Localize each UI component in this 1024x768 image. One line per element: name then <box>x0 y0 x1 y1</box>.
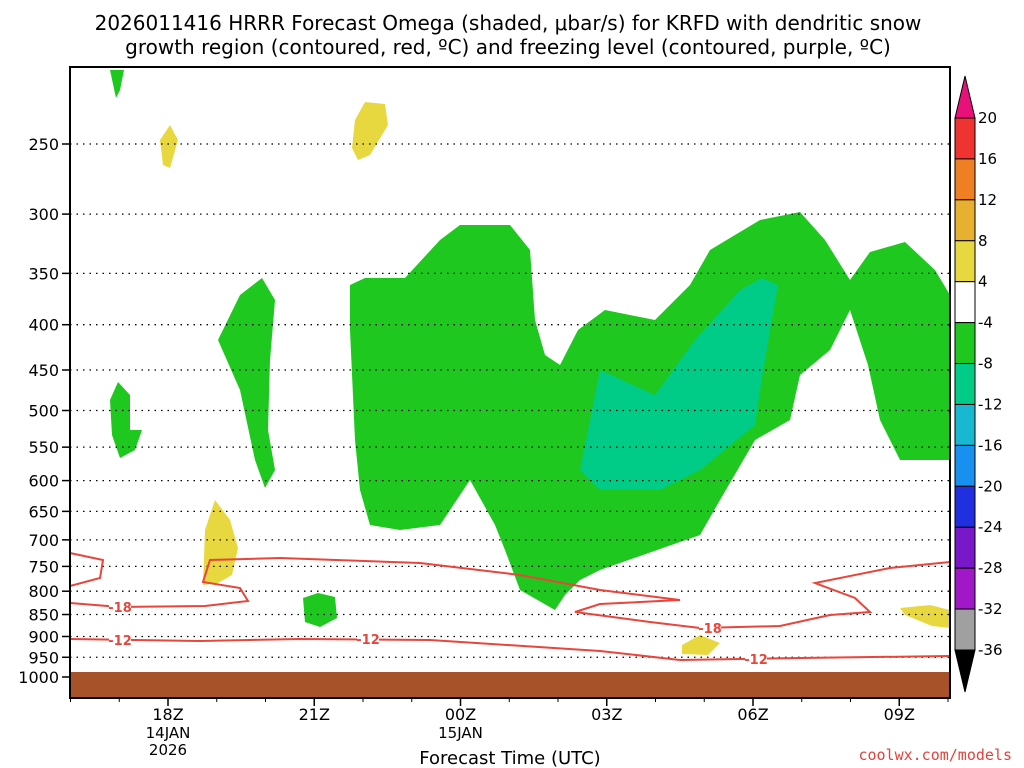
omega-region-teal-core <box>580 278 778 490</box>
omega-region-green-small <box>303 593 337 627</box>
y-tick-label: 1000 <box>18 668 59 687</box>
y-tick-label: 950 <box>28 648 59 667</box>
y-tick-label: 300 <box>28 205 59 224</box>
contour-label-minus12-right: -12 <box>744 653 768 668</box>
y-tick-label: 500 <box>28 402 59 421</box>
x-tick-label: 21Z <box>299 705 330 724</box>
contour-label-bg <box>357 633 379 647</box>
colorbar-label: 8 <box>978 232 988 250</box>
y-tick-label: 800 <box>28 582 59 601</box>
colorbar: 20 16 12 8 4 -4 -8 -12 -16 -20 -24 -28 -32 -36 <box>954 75 1003 693</box>
y-tick-label: 550 <box>28 438 59 457</box>
y-tick-label: 600 <box>28 472 59 491</box>
colorbar-label: -20 <box>978 477 1003 495</box>
y-tick-label: 750 <box>28 557 59 576</box>
omega-region-yellow-5 <box>682 635 720 655</box>
colorbar-label: -24 <box>978 518 1003 536</box>
x-tick-label: 18Z <box>152 705 183 724</box>
colorbar-label: -4 <box>978 314 993 332</box>
x-tick-label: 03Z <box>591 705 622 724</box>
colorbar-label: -28 <box>978 559 1003 577</box>
x-tick-label: 06Z <box>737 705 768 724</box>
y-tick-label: 350 <box>28 264 59 283</box>
chart-title-line-1: 2026011416 HRRR Forecast Omega (shaded, … <box>95 11 922 35</box>
colorbar-above-triangle <box>954 75 976 119</box>
plot-frame <box>69 66 951 699</box>
contour-labels: -18 -12 -12 -18 -12 <box>108 600 768 668</box>
colorbar-label: 12 <box>978 191 997 209</box>
contour-minus18-upper <box>69 552 105 587</box>
credit-text: coolwx.com/models <box>858 746 1012 764</box>
colorbar-segment <box>954 117 976 160</box>
contour-label-bg <box>109 633 131 647</box>
colorbar-below-triangle <box>954 649 976 693</box>
x-tick-label: 00Z <box>445 705 476 724</box>
colorbar-segment <box>954 281 976 324</box>
colorbar-label: 4 <box>978 273 988 291</box>
colorbar-segment <box>954 567 976 610</box>
colorbar-label: 20 <box>978 109 997 127</box>
y-tick-label: 650 <box>28 502 59 521</box>
x-tick-date: 14JAN <box>146 724 191 742</box>
omega-shading <box>110 70 950 655</box>
omega-region-yellow-4 <box>900 605 950 628</box>
colorbar-segment <box>954 444 976 487</box>
contour-label-minus18-left: -18 <box>108 601 132 616</box>
omega-region-green-left-1 <box>218 278 275 488</box>
y-tick-label: 450 <box>28 361 59 380</box>
colorbar-segment <box>954 322 976 365</box>
dendritic-growth-contours <box>69 552 951 662</box>
contour-label-bg <box>109 600 131 614</box>
colorbar-segment <box>954 240 976 283</box>
contour-label-minus18-right: -18 <box>698 622 722 637</box>
omega-region-yellow-2 <box>352 102 388 160</box>
colorbar-segment <box>954 199 976 242</box>
x-tick-year: 2026 <box>149 741 187 759</box>
y-tick-label: 250 <box>28 135 59 154</box>
colorbar-label: -8 <box>978 355 993 373</box>
contour-minus18-band <box>69 556 951 630</box>
y-axis: 250 300 350 400 450 500 550 600 650 700 750 800 850 9… <box>18 135 70 687</box>
x-tick-date: 15JAN <box>438 724 483 742</box>
colorbar-segment <box>954 158 976 201</box>
colorbar-segment <box>954 363 976 405</box>
y-tick-label: 700 <box>28 531 59 550</box>
colorbar-label: -16 <box>978 436 1003 454</box>
y-tick-label: 900 <box>28 627 59 646</box>
colorbar-label: -36 <box>978 641 1003 659</box>
colorbar-label: 16 <box>978 150 997 168</box>
colorbar-segment <box>954 526 976 569</box>
colorbar-segment <box>954 485 976 528</box>
omega-region-yellow-1 <box>160 125 178 168</box>
contour-minus12 <box>69 637 951 662</box>
ground-surface <box>71 672 950 697</box>
omega-region-green-top <box>110 70 124 98</box>
contour-label-bg <box>745 652 767 666</box>
contour-label-bg <box>699 621 721 635</box>
colorbar-label: -12 <box>978 395 1003 413</box>
omega-region-yellow-3 <box>203 500 238 585</box>
chart-title-line-2: growth region (contoured, red, ºC) and f… <box>125 35 891 59</box>
y-tick-label: 850 <box>28 606 59 625</box>
y-tick-label: 400 <box>28 316 59 335</box>
omega-region-green-left-2 <box>110 382 142 458</box>
x-tick-label: 09Z <box>884 705 915 724</box>
contour-label-minus12-mid: -12 <box>356 633 380 648</box>
colorbar-segment <box>954 403 976 446</box>
colorbar-label: -32 <box>978 600 1003 618</box>
contour-label-minus12-left: -12 <box>108 634 132 649</box>
plot-area: -18 -12 -12 -18 -12 <box>69 66 951 699</box>
x-axis-label: Forecast Time (UTC) <box>419 748 600 768</box>
colorbar-segment <box>954 608 976 651</box>
